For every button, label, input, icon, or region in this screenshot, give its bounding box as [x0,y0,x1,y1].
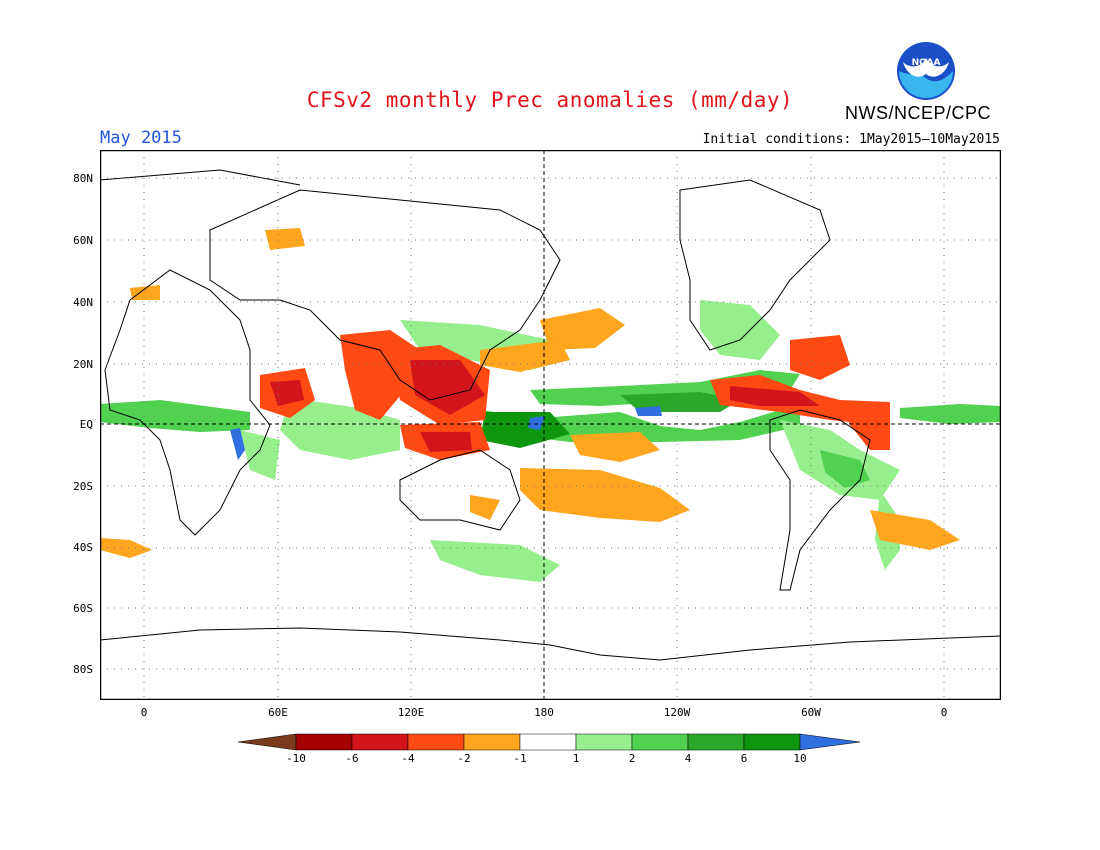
lat-label: 20N [73,358,93,371]
colorbar-label: 2 [628,752,636,765]
graticule [100,150,1001,700]
colorbar-bin [407,733,465,751]
agency-label: NWS/NCEP/CPC [845,103,992,123]
lon-label: 60E [268,706,288,719]
lon-label: 60W [801,706,821,719]
lat-label: 60N [73,234,93,247]
lat-label: 80S [73,663,93,676]
lat-label: 60S [73,602,93,615]
negative-anomaly-areas [100,228,960,558]
colorbar-bin [463,733,521,751]
colorbar-label: 6 [740,752,748,765]
map-frame [100,150,1001,700]
initial-conditions-label: Initial conditions: 1May2015–10May2015 [702,132,1000,147]
colorbar-bin [799,733,861,751]
lon-label: 180 [534,706,554,719]
coastlines [100,169,1001,661]
colorbar-label: 10 [793,752,807,765]
colorbar-label: -6 [345,752,359,765]
lon-label: 120E [397,706,425,719]
lat-label: 40N [73,296,93,309]
colorbar-label: -10 [286,752,306,765]
lon-label: 0 [940,706,948,719]
colorbar-bin [351,733,409,751]
colorbar-bin [238,733,297,751]
colorbar-label: -4 [401,752,415,765]
lat-label: EQ [79,418,93,431]
colorbar-label: 1 [572,752,580,765]
map-title: CFSv2 monthly Prec anomalies (mm/day) [306,88,794,112]
month-label: May 2015 [100,128,182,148]
lon-label: 120W [663,706,691,719]
colorbar-bin [743,733,801,751]
colorbar-bin [631,733,689,751]
strong-positive-areas [230,406,662,460]
lat-label: 40S [73,541,93,554]
strong-negative-areas [260,330,890,460]
colorbar [238,733,861,751]
colorbar-bin [687,733,745,751]
colorbar-bin [575,733,633,751]
colorbar-bin [295,733,353,751]
precip-anomaly-map [100,150,1001,700]
colorbar-label: 4 [684,752,692,765]
lat-label: 80N [73,172,93,185]
noaa-logo: NOAA [897,42,955,100]
lon-label: 0 [140,706,148,719]
noaa-logo-text: NOAA [912,58,941,68]
colorbar-bin [519,733,577,751]
lat-label: 20S [73,480,93,493]
colorbar-label: -2 [457,752,471,765]
colorbar-label: -1 [513,752,527,765]
